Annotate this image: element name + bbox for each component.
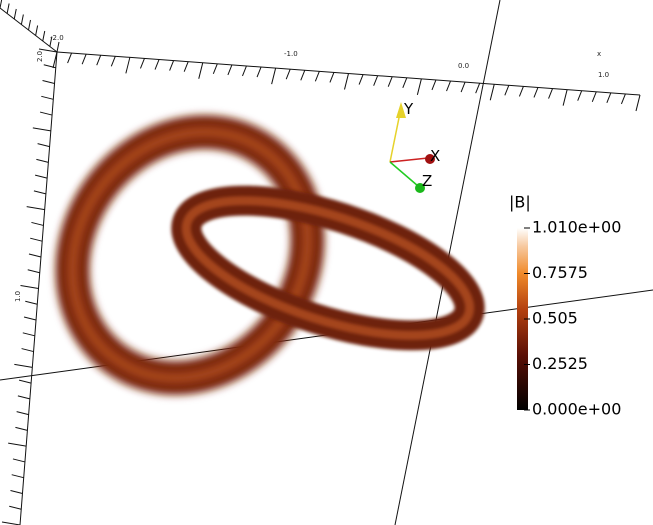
axis-tick bbox=[68, 53, 72, 63]
axis-tick bbox=[403, 78, 407, 88]
axis-tick bbox=[359, 75, 363, 85]
axis-tick bbox=[10, 490, 22, 493]
axis-label: 1.0 bbox=[598, 71, 609, 79]
axis-tick bbox=[345, 74, 349, 90]
axis-tick bbox=[14, 364, 32, 367]
orient-label: X bbox=[430, 147, 440, 165]
orient-label: Z bbox=[422, 172, 432, 190]
axis-tick bbox=[242, 66, 246, 76]
axis-tick bbox=[388, 77, 392, 87]
axis-tick bbox=[228, 65, 232, 75]
axis-tick bbox=[592, 92, 596, 102]
axis-tick bbox=[43, 31, 45, 41]
axis-tick bbox=[24, 317, 36, 320]
axis-label: 1.0 bbox=[14, 291, 22, 302]
axis-tick bbox=[13, 459, 25, 462]
axis-tick bbox=[36, 26, 38, 36]
axis-tick bbox=[8, 443, 26, 446]
axis-tick bbox=[57, 42, 59, 52]
axis-tick bbox=[0, 0, 2, 8]
axis-tick bbox=[28, 270, 40, 273]
axis-tick bbox=[9, 506, 21, 509]
axis-tick bbox=[286, 69, 290, 79]
axis-tick bbox=[607, 93, 611, 103]
axis-tick bbox=[29, 254, 41, 257]
render-view: -2.0 -1.0 0.0 1.0 x 2.0 1.0 Y X Z |B| 1.… bbox=[0, 0, 653, 525]
axis-tick bbox=[82, 54, 86, 64]
axis-tick bbox=[31, 222, 43, 225]
axis-tick bbox=[505, 85, 509, 95]
colorbar-label: 0.000e+00 bbox=[532, 400, 621, 419]
axis-tick bbox=[432, 80, 436, 90]
axis-tick bbox=[330, 72, 334, 82]
axis-tick bbox=[18, 396, 30, 399]
axis-label: -1.0 bbox=[284, 50, 298, 58]
axis-tick bbox=[7, 4, 9, 14]
axis-tick bbox=[25, 301, 37, 304]
axis-tick bbox=[33, 128, 51, 131]
orient-label: Y bbox=[403, 100, 414, 118]
axis-tick bbox=[21, 286, 39, 289]
axis-tick bbox=[447, 81, 451, 91]
orientation-axes: Y X Z bbox=[390, 100, 440, 193]
axis-tick bbox=[27, 207, 45, 210]
axis-label: 0.0 bbox=[458, 62, 469, 70]
colorbar-label: 0.2525 bbox=[532, 354, 588, 373]
axis-tick bbox=[170, 61, 174, 71]
axis-tick bbox=[40, 112, 52, 115]
axis-tick bbox=[563, 90, 567, 106]
axis-tick bbox=[140, 58, 144, 68]
colorbar-title: |B| bbox=[509, 193, 531, 212]
axis-tick bbox=[621, 94, 625, 104]
axis-tick bbox=[35, 175, 47, 178]
axis-tick bbox=[19, 380, 31, 383]
axis-title: x bbox=[597, 50, 601, 58]
axis-label: 2.0 bbox=[36, 51, 44, 62]
axis-tick bbox=[257, 67, 261, 77]
colorbar-label: 0.7575 bbox=[532, 263, 588, 282]
axis-tick bbox=[21, 15, 23, 25]
axis-tick bbox=[519, 86, 523, 96]
axis-tick bbox=[636, 95, 640, 111]
axis-tick bbox=[111, 56, 115, 66]
colorbar-label: 0.505 bbox=[532, 309, 578, 328]
axis-tick bbox=[41, 96, 53, 99]
axis-tick bbox=[23, 333, 35, 336]
colorbar-label: 1.010e+00 bbox=[532, 218, 621, 237]
axis-tick bbox=[534, 87, 538, 97]
axis-tick bbox=[14, 9, 16, 19]
axis-tick bbox=[578, 91, 582, 101]
axis-tick bbox=[301, 70, 305, 80]
torus-knot bbox=[25, 86, 485, 424]
axis-tick bbox=[490, 84, 494, 100]
axis-tick bbox=[213, 64, 217, 74]
axis-tick bbox=[17, 412, 29, 415]
axis-tick bbox=[476, 83, 480, 93]
colorbar: |B| 1.010e+00 0.7575 0.505 0.2525 0.000e+00 bbox=[509, 193, 621, 419]
axis-tick bbox=[374, 76, 378, 86]
axis-tick bbox=[12, 475, 24, 478]
axis-tick bbox=[34, 191, 46, 194]
axis-tick bbox=[155, 60, 159, 70]
axis-tick bbox=[30, 238, 42, 241]
axis-tick bbox=[199, 63, 203, 79]
axis-tick bbox=[15, 427, 27, 430]
axis-tick bbox=[22, 349, 34, 352]
axis-tick bbox=[43, 81, 55, 84]
axis-tick bbox=[29, 20, 31, 30]
axis-tick bbox=[126, 57, 130, 73]
axis-tick bbox=[461, 82, 465, 92]
axis-tick bbox=[97, 55, 101, 65]
axis-tick bbox=[36, 159, 48, 162]
axis-tick bbox=[549, 89, 553, 99]
axis-tick bbox=[417, 79, 421, 95]
axis-tick bbox=[272, 68, 276, 84]
axis-tick bbox=[315, 71, 319, 81]
axis-tick bbox=[38, 144, 50, 147]
axis-tick bbox=[184, 62, 188, 72]
